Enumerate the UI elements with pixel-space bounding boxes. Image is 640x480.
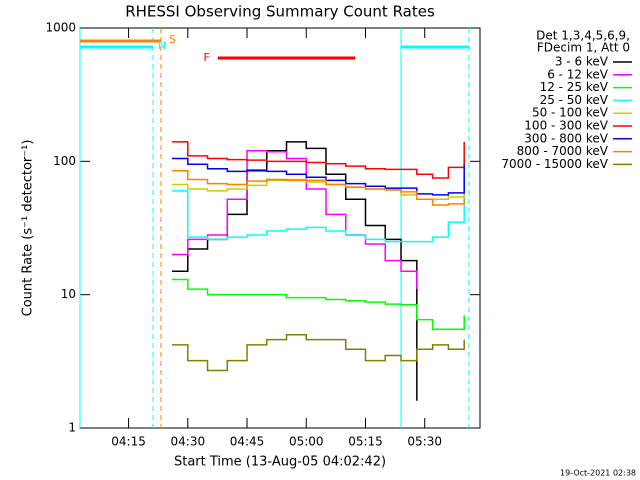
series-line [172,174,465,243]
x-tick-label: 05:30 [407,435,442,449]
x-tick-label: 04:45 [230,435,265,449]
y-axis-label: Count Rate (s⁻¹ detector⁻¹) [21,140,36,317]
flag-label: F [203,51,209,64]
legend-label: 100 - 300 keV [524,119,608,133]
y-tick-label: 10 [61,287,76,301]
x-axis-label: Start Time (13-Aug-05 04:02:42) [174,455,386,470]
legend-label: 300 - 800 keV [524,131,608,145]
legend-header: Det 1,3,4,5,6,9, [536,29,630,43]
x-tick-label: 04:30 [171,435,206,449]
legend-label: 12 - 25 keV [540,80,609,94]
footer: 19-Oct-2021 02:38 [560,469,636,478]
flag-label: N [158,39,166,52]
series-line [172,334,465,372]
x-tick-label: 05:00 [289,435,324,449]
legend-header: FDecim 1, Att 0 [537,41,630,55]
y-tick-label: 1000 [45,21,76,35]
y-tick-label: 1 [68,421,76,435]
series-line [172,141,465,179]
series-line [172,150,418,290]
series-line [172,278,465,331]
series-line [172,157,465,196]
legend-label: 25 - 50 keV [540,93,609,107]
x-tick-label: 04:15 [111,435,146,449]
series-line [172,169,465,206]
y-tick-label: 100 [53,154,76,168]
legend-label: 50 - 100 keV [532,106,609,120]
legend-label: 800 - 7000 keV [517,144,609,158]
legend-label: 7000 - 15000 keV [501,157,608,171]
legend-label: 3 - 6 keV [555,55,609,69]
flag-label: S [169,33,176,46]
legend-label: 6 - 12 keV [547,67,609,81]
plot-frame [79,27,481,429]
x-tick-label: 05:15 [348,435,383,449]
chart-title: RHESSI Observing Summary Count Rates [125,3,435,21]
